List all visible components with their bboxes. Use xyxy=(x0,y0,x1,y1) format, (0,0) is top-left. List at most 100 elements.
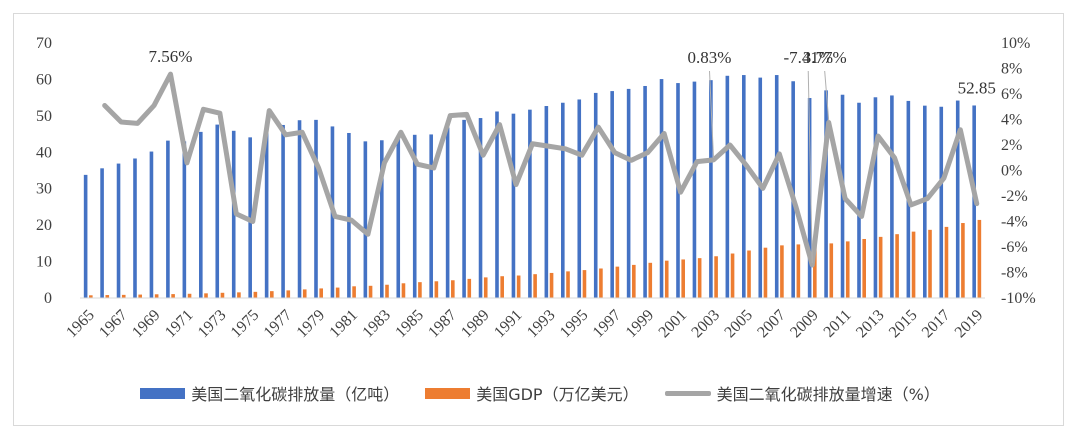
co2-bar xyxy=(577,99,582,298)
gdp-bar xyxy=(434,281,439,298)
label-leader-line xyxy=(824,70,830,121)
gdp-bar xyxy=(121,294,126,298)
co2-bar xyxy=(264,129,269,298)
gdp-bar xyxy=(286,290,291,298)
right-tick-label: 2% xyxy=(1001,137,1022,154)
x-tick-label: 1979 xyxy=(294,307,329,342)
data-label: 52.85 xyxy=(958,78,996,97)
gdp-bar xyxy=(747,250,751,298)
gdp-bar xyxy=(483,277,488,298)
growth-line-series xyxy=(102,71,980,268)
x-tick-label: 2011 xyxy=(821,307,855,341)
left-tick-label: 70 xyxy=(36,35,52,52)
co2-bar xyxy=(511,113,516,299)
gdp-bar xyxy=(632,264,636,298)
co2-bar xyxy=(363,141,368,298)
x-tick-label: 2019 xyxy=(952,307,987,342)
x-tick-label: 1999 xyxy=(623,307,658,342)
co2-bar xyxy=(659,79,664,298)
co2-bar xyxy=(626,88,631,299)
left-tick-label: 60 xyxy=(36,71,52,88)
legend-label-growth: 美国二氧化碳排放量增速（%） xyxy=(716,385,940,404)
co2-bar xyxy=(380,140,384,298)
gdp-bar xyxy=(615,266,620,298)
gdp-bar xyxy=(961,223,965,298)
right-axis-ticks: -10% -8% -6% -4% -2% 0% 2% 4% 6% 8% 10% xyxy=(1001,35,1036,307)
chart-frame xyxy=(13,13,1064,426)
co2-bar xyxy=(429,134,433,298)
gdp-bar xyxy=(681,259,685,298)
co2-bar xyxy=(83,174,88,298)
left-tick-label: 30 xyxy=(36,181,52,198)
x-tick-label: 1987 xyxy=(425,307,460,342)
co2-bar xyxy=(709,80,713,299)
x-tick-label: 1991 xyxy=(491,307,526,342)
gdp-bar xyxy=(105,295,110,298)
x-tick-label: 1967 xyxy=(96,307,131,342)
gdp-bar xyxy=(516,275,521,298)
right-tick-label: 4% xyxy=(1001,112,1022,129)
left-axis-ticks: 0 10 20 30 40 50 60 70 xyxy=(36,35,52,307)
gdp-bar xyxy=(763,247,768,298)
right-tick-label: 0% xyxy=(1001,163,1022,180)
co2-bar xyxy=(774,75,779,298)
right-tick-label: 6% xyxy=(1001,86,1022,103)
x-tick-label: 1977 xyxy=(261,307,296,342)
co2-bar xyxy=(955,100,960,298)
x-tick-label: 1993 xyxy=(524,307,559,342)
data-label: -7.41% xyxy=(783,48,833,67)
co2-bar xyxy=(314,119,318,298)
legend-item-growth: 美国二氧化碳排放量增速（%） xyxy=(664,381,940,405)
co2-bar xyxy=(182,141,187,298)
legend: 美国二氧化碳排放量（亿吨） 美国GDP（万亿美元） 美国二氧化碳排放量增速（%） xyxy=(0,378,1080,408)
gdp-bar xyxy=(418,282,422,298)
gdp-bar xyxy=(566,271,570,298)
left-tick-label: 10 xyxy=(36,254,52,271)
co2-bar xyxy=(528,109,532,299)
co2-bar xyxy=(643,85,647,298)
co2-bar xyxy=(890,95,894,298)
gdp-bar xyxy=(829,243,834,298)
co2-bar xyxy=(166,140,170,298)
x-tick-label: 1975 xyxy=(228,307,263,342)
co2-bar xyxy=(116,163,121,298)
co2-bar xyxy=(412,134,417,298)
gdp-bar xyxy=(944,226,949,298)
x-tick-label: 1983 xyxy=(359,307,394,342)
co2-bar xyxy=(610,91,614,298)
data-label: 3.77% xyxy=(803,48,847,67)
right-tick-label: 8% xyxy=(1001,61,1022,78)
co2-bar xyxy=(199,131,203,298)
left-tick-label: 40 xyxy=(36,144,52,161)
bar-series xyxy=(83,75,982,299)
data-label: 7.56% xyxy=(149,47,193,66)
x-tick-label: 2001 xyxy=(656,307,691,342)
x-tick-label: 1985 xyxy=(392,307,427,342)
legend-swatch-co2 xyxy=(140,387,186,399)
co2-bar xyxy=(231,130,236,298)
gdp-bar xyxy=(813,245,817,298)
co2-bar xyxy=(215,124,220,298)
data-labels: 7.56% 0.83% -7.41%3.77% 52.85 xyxy=(149,47,996,263)
x-tick-label: 2007 xyxy=(754,307,789,342)
right-tick-label: -4% xyxy=(1001,214,1028,231)
gdp-bar xyxy=(352,286,356,298)
gdp-bar xyxy=(533,274,537,298)
x-tick-label: 1989 xyxy=(458,307,493,342)
co2-bar xyxy=(133,158,137,298)
gdp-bar xyxy=(911,231,916,298)
gdp-bar xyxy=(204,293,208,298)
gdp-bar xyxy=(385,284,389,298)
gdp-bar xyxy=(648,262,653,298)
gdp-bar xyxy=(796,244,801,298)
right-tick-label: -2% xyxy=(1001,188,1028,205)
legend-label-gdp: 美国GDP（万亿美元） xyxy=(476,385,639,404)
gdp-bar xyxy=(845,241,850,298)
gdp-bar xyxy=(319,288,323,298)
x-tick-label: 2009 xyxy=(787,307,822,342)
co2-bar xyxy=(495,111,499,298)
right-tick-label: -6% xyxy=(1001,239,1028,256)
co2-bar xyxy=(396,135,401,298)
gdp-bar xyxy=(862,238,866,298)
